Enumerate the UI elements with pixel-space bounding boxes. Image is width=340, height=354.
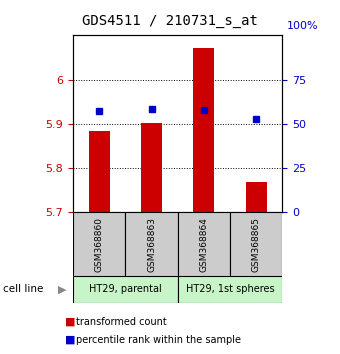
Text: HT29, parental: HT29, parental: [89, 284, 162, 295]
Text: GSM368864: GSM368864: [199, 217, 208, 272]
Text: GSM368863: GSM368863: [147, 217, 156, 272]
Text: ▶: ▶: [58, 284, 66, 295]
Bar: [125, 212, 177, 276]
Text: 100%: 100%: [286, 21, 318, 31]
Bar: [89, 131, 110, 212]
Text: GSM368865: GSM368865: [252, 217, 260, 272]
Bar: [245, 182, 267, 212]
Text: GDS4511 / 210731_s_at: GDS4511 / 210731_s_at: [82, 14, 258, 28]
Text: percentile rank within the sample: percentile rank within the sample: [76, 335, 241, 345]
Text: ■: ■: [65, 335, 75, 345]
Text: transformed count: transformed count: [76, 317, 167, 327]
Bar: [73, 276, 177, 303]
Bar: [177, 212, 230, 276]
Text: ■: ■: [65, 317, 75, 327]
Text: GSM368860: GSM368860: [95, 217, 104, 272]
Bar: [141, 123, 162, 212]
Text: HT29, 1st spheres: HT29, 1st spheres: [186, 284, 274, 295]
Text: cell line: cell line: [3, 284, 44, 295]
Bar: [230, 212, 282, 276]
Bar: [73, 212, 125, 276]
Bar: [177, 276, 282, 303]
Bar: [193, 48, 214, 212]
